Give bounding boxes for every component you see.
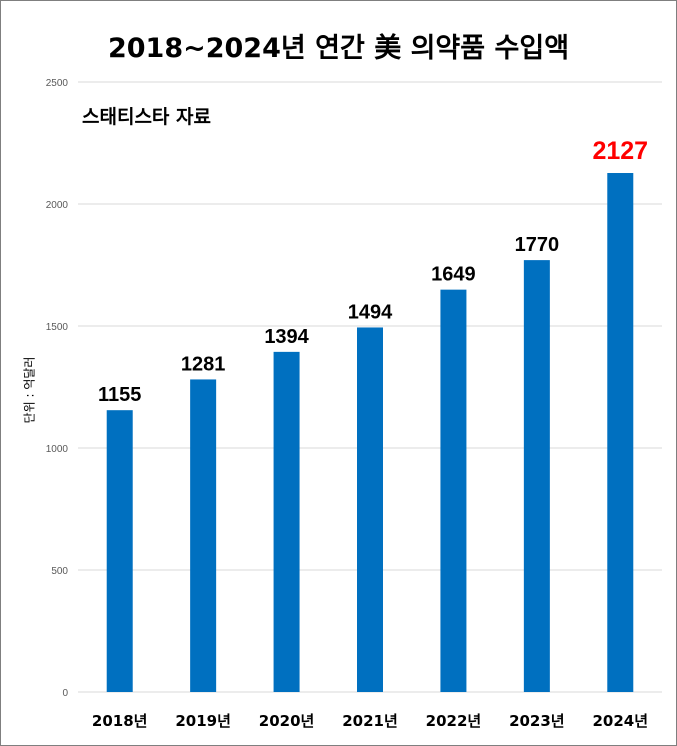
- x-tick-label: 2024년: [593, 712, 649, 730]
- data-label: 2127: [592, 137, 648, 165]
- y-tick-label: 1000: [46, 444, 69, 455]
- data-label: 1394: [264, 326, 309, 348]
- bar: [106, 410, 133, 692]
- data-label: 1649: [431, 264, 476, 286]
- bar: [357, 327, 383, 692]
- x-tick-label: 2022년: [426, 712, 482, 730]
- bar: [523, 260, 550, 692]
- bar: [607, 173, 634, 693]
- x-tick-label: 2018년: [92, 712, 148, 730]
- data-label: 1494: [348, 301, 393, 323]
- bar: [273, 351, 300, 692]
- y-tick-label: 2000: [46, 200, 69, 211]
- x-tick-label: 2019년: [175, 712, 231, 730]
- data-label: 1281: [181, 353, 226, 375]
- chart-title: 2018~2024년 연간 美 의약품 수입액: [107, 33, 570, 64]
- y-tick-label: 1500: [46, 322, 69, 333]
- y-tick-label: 2500: [46, 78, 69, 89]
- bar: [190, 379, 217, 692]
- x-tick-label: 2023년: [509, 712, 565, 730]
- data-label: 1770: [515, 234, 560, 256]
- y-tick-label: 500: [51, 566, 68, 577]
- chart-subtitle: 스태티스타 자료: [82, 106, 211, 128]
- y-tick-label: 0: [62, 688, 68, 699]
- x-tick-label: 2020년: [259, 712, 315, 730]
- x-tick-label: 2021년: [342, 712, 398, 730]
- bar: [440, 289, 467, 692]
- data-label: 1155: [98, 384, 141, 406]
